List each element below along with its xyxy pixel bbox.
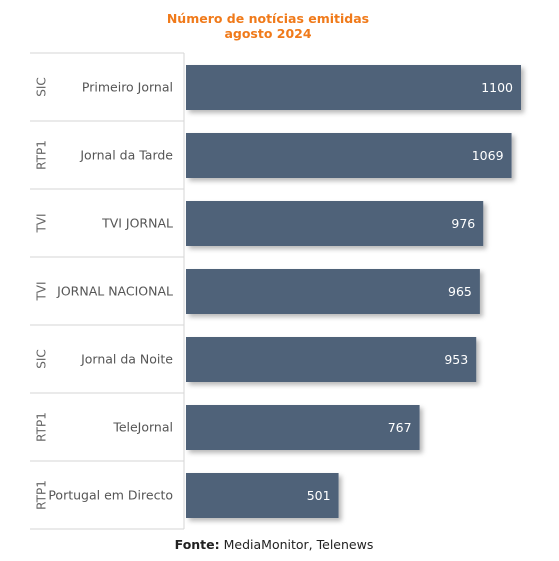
value-label: 965: [448, 284, 472, 299]
bar: [186, 201, 484, 246]
category-label: TVI JORNAL: [101, 216, 173, 231]
category-label: Jornal da Noite: [80, 352, 173, 367]
bar: [186, 405, 420, 450]
value-label: 1069: [472, 148, 504, 163]
group-label: SIC: [35, 349, 49, 369]
category-label: JORNAL NACIONAL: [56, 284, 173, 299]
category-label: Primeiro Jornal: [82, 80, 173, 95]
value-label: 976: [451, 216, 475, 231]
source-prefix: Fonte:: [174, 537, 220, 552]
value-label: 1100: [481, 80, 513, 95]
value-label: 767: [388, 420, 412, 435]
group-label: TVI: [35, 281, 49, 301]
group-label: RTP1: [35, 140, 49, 170]
category-label: TeleJornal: [112, 420, 173, 435]
category-label: Jornal da Tarde: [79, 148, 173, 163]
bar: [186, 473, 339, 518]
bar: [186, 269, 480, 314]
value-label: 501: [307, 488, 331, 503]
bar: [186, 337, 477, 382]
group-label: SIC: [35, 77, 49, 97]
group-label: RTP1: [35, 480, 49, 510]
bar: [186, 133, 512, 178]
bar: [186, 65, 521, 110]
source-text: MediaMonitor, Telenews: [219, 537, 374, 552]
group-label: TVI: [35, 213, 49, 233]
chart-title: Número de notícias emitidas: [166, 11, 370, 26]
source-note: Fonte: MediaMonitor, Telenews: [0, 537, 548, 552]
group-label: RTP1: [35, 412, 49, 442]
chart-subtitle: agosto 2024: [224, 26, 312, 41]
chart-title-block: Número de notícias emitidas agosto 2024: [0, 11, 536, 41]
value-label: 953: [444, 352, 468, 367]
category-label: Portugal em Directo: [48, 488, 173, 503]
